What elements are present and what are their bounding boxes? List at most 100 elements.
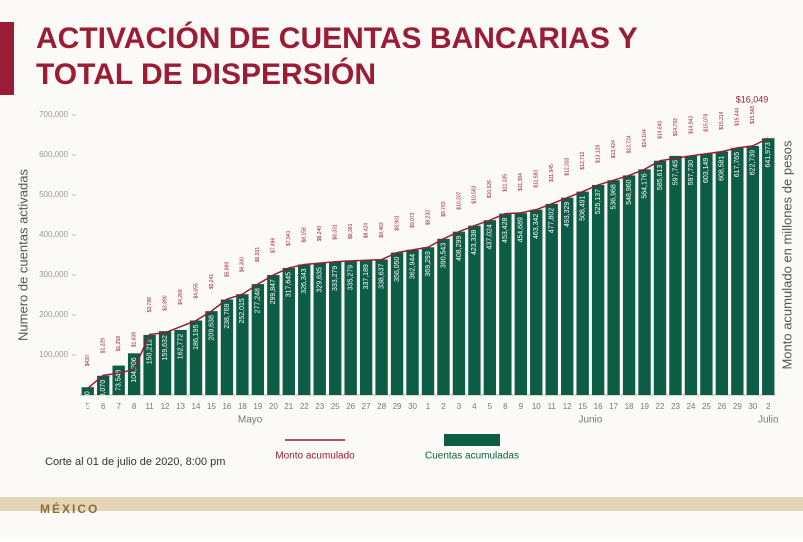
bar — [483, 220, 497, 395]
bar — [684, 155, 698, 395]
bar-label: 159,632 — [162, 335, 169, 360]
line-label: $15,214 — [719, 111, 725, 129]
line-label: $13,128 — [595, 145, 601, 163]
bar — [715, 151, 729, 395]
bar — [267, 275, 280, 395]
line-label: $7,496 — [271, 238, 277, 254]
bar-label: 329,635 — [317, 267, 324, 292]
bar-label: 408,299 — [456, 236, 463, 261]
line-label: $4,655 — [193, 283, 199, 299]
bar — [282, 267, 295, 395]
x-tick-label: 26 — [717, 402, 726, 411]
bar — [638, 169, 651, 395]
bar — [298, 264, 311, 395]
line-label: $3,890 — [162, 295, 168, 311]
bar-label: 209,638 — [208, 315, 215, 340]
bar — [669, 155, 682, 395]
x-tick-label: 17 — [609, 402, 618, 411]
bar — [97, 375, 110, 395]
x-group-label: Julio — [758, 415, 779, 426]
bar-label: 525,137 — [595, 189, 602, 214]
x-group-label: Mayo — [238, 415, 263, 426]
bar — [437, 238, 450, 395]
x-tick-label: 28 — [377, 402, 386, 411]
x-tick-label: 9 — [519, 402, 524, 411]
x-tick-label: 4 — [472, 402, 477, 411]
bar — [236, 294, 249, 395]
x-tick-label: 16 — [222, 402, 231, 411]
bar — [530, 209, 543, 395]
bar-label: 335,279 — [348, 265, 355, 290]
y2-axis-title: Monto acumulado en millones de pesos — [779, 140, 794, 370]
bar-label: 423,338 — [471, 230, 478, 255]
bar — [762, 138, 775, 395]
line-label: $1,229 — [101, 338, 107, 354]
line-label: $420 — [85, 355, 91, 366]
bar-label: 150,212 — [146, 339, 153, 364]
line-label: $13,424 — [611, 140, 617, 158]
bar — [576, 191, 589, 395]
line-label: $9,763 — [441, 201, 447, 217]
bar — [81, 387, 94, 395]
x-tick-label: 29 — [393, 402, 402, 411]
bar-label: 277,248 — [255, 288, 262, 313]
x-tick-label: 8 — [132, 402, 137, 411]
line-label: $11,945 — [549, 164, 555, 182]
line-label: $8,158 — [302, 227, 308, 243]
line-label: $8,331 — [333, 224, 339, 240]
x-tick-label: 25 — [331, 402, 340, 411]
x-tick-label: 2 — [766, 402, 771, 411]
x-group-label: Junio — [578, 415, 602, 426]
title-accent — [0, 22, 14, 95]
line-label: $10,583 — [472, 185, 478, 203]
bar — [375, 259, 388, 395]
bar — [220, 299, 234, 395]
line-label: $1,358 — [116, 336, 122, 352]
logo-text: MÉXICO — [40, 501, 99, 516]
bar-label: 608,581 — [719, 155, 726, 180]
line-label: $15,079 — [704, 113, 710, 131]
line-label: $8,901 — [394, 215, 400, 231]
x-tick-label: 21 — [284, 402, 293, 411]
line-label: $14,943 — [688, 116, 694, 134]
bar — [591, 184, 605, 395]
bar — [746, 145, 759, 395]
bar-label: 299,847 — [270, 279, 277, 304]
bar-label: 453,428 — [502, 218, 509, 243]
line-label: $8,240 — [317, 226, 323, 242]
bar-label: 48,070 — [100, 380, 107, 402]
bar-label: 317,645 — [286, 272, 293, 297]
x-tick-label: 18 — [238, 402, 247, 411]
bar-label: 333,279 — [332, 266, 339, 291]
x-tick-label: 10 — [532, 402, 541, 411]
bar-label: 252,015 — [239, 298, 246, 323]
line-label: $8,463 — [379, 222, 385, 238]
bar — [329, 261, 342, 395]
line-label: $15,568 — [750, 106, 756, 124]
y-tick-label: 700,000 — [39, 110, 68, 119]
x-tick-label: 30 — [748, 402, 757, 411]
bar — [174, 329, 187, 395]
line-label: $4,269 — [178, 289, 184, 305]
x-tick-label: 19 — [253, 402, 262, 411]
bar — [143, 334, 156, 395]
x-tick-label: 3 — [457, 402, 462, 411]
bar-label: 454,689 — [518, 217, 525, 242]
line-label: $9,073 — [410, 212, 416, 228]
line-label: $3,788 — [147, 297, 153, 313]
x-tick-label: 18 — [625, 402, 634, 411]
bar-label: 585,613 — [657, 165, 664, 190]
bar-label: 162,772 — [177, 334, 184, 359]
line-label: $6,300 — [240, 257, 246, 273]
x-tick-label: 14 — [192, 402, 201, 411]
bar — [406, 249, 419, 395]
line-label: $15,444 — [735, 108, 741, 126]
line — [87, 137, 769, 389]
bar — [545, 203, 558, 395]
line-label: $8,424 — [363, 223, 369, 239]
x-tick-label: 23 — [315, 402, 324, 411]
bar-label: 186,195 — [193, 324, 200, 349]
x-tick-label: 20 — [269, 402, 278, 411]
